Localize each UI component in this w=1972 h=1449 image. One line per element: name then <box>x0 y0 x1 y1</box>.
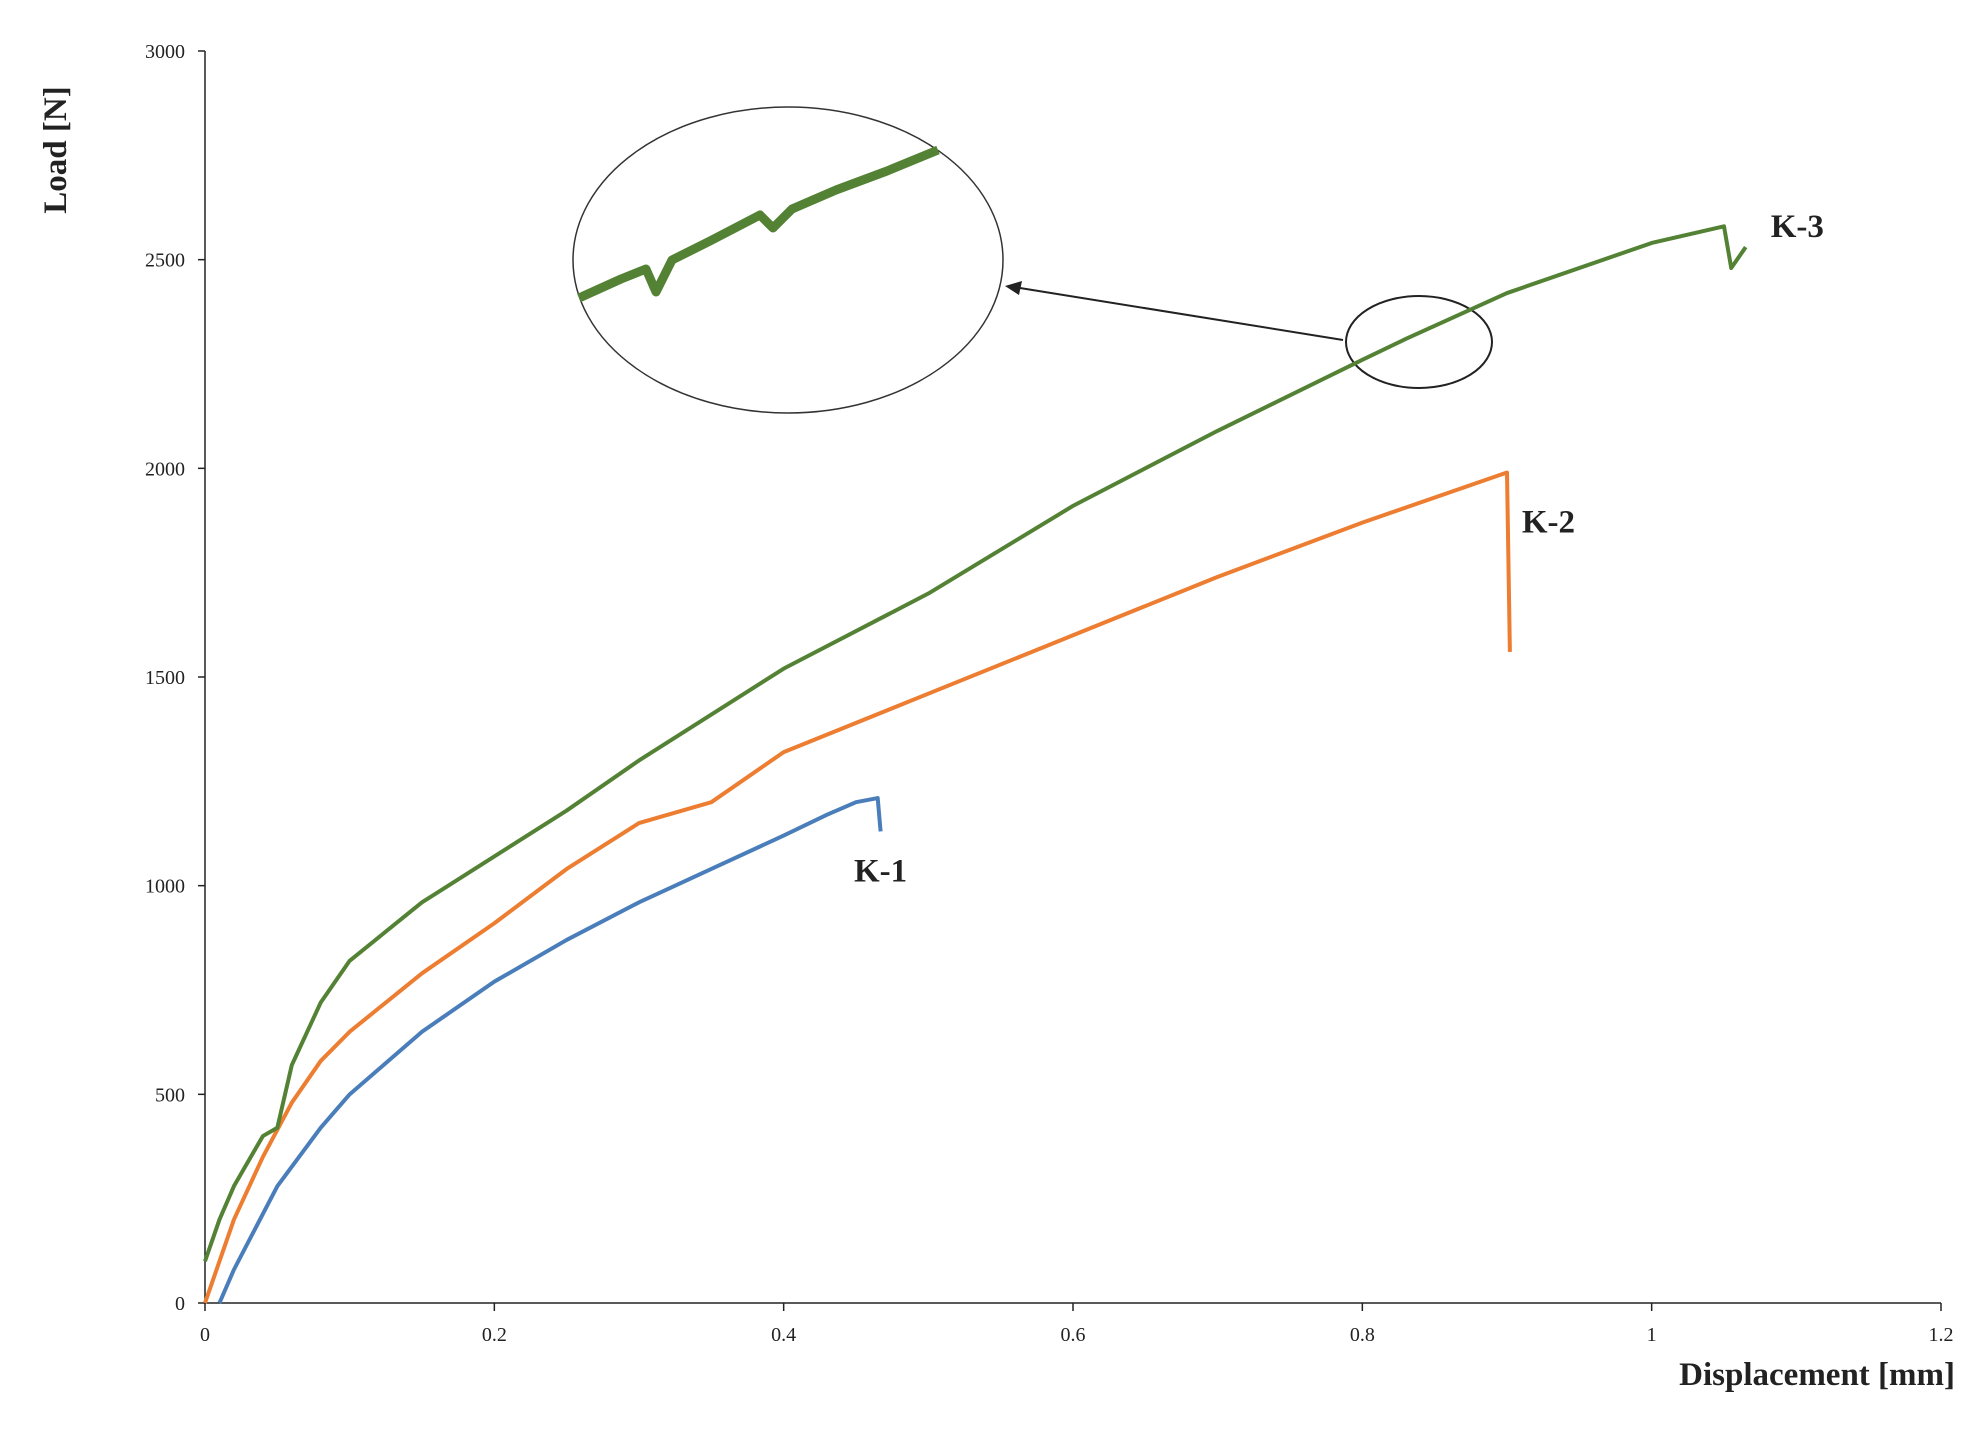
x-tick-label: 0.6 <box>1061 1324 1086 1346</box>
series-line <box>203 224 1748 1262</box>
x-tick-label: 0.2 <box>482 1324 507 1346</box>
y-axis-title: Load [N] <box>38 86 74 213</box>
series-label: K-1 <box>854 853 907 889</box>
focus-ellipse <box>1345 295 1493 389</box>
x-axis-title: Displacement [mm] <box>1679 1357 1955 1393</box>
y-tick-label: 3000 <box>145 41 185 63</box>
x-tick-label: 1 <box>1647 1324 1657 1346</box>
y-tick-label: 1000 <box>145 876 185 898</box>
x-tick-label: 0 <box>200 1324 210 1346</box>
inset-curve <box>577 145 940 303</box>
y-tick-label: 2500 <box>145 250 185 272</box>
x-tick-label: 0.8 <box>1350 1324 1375 1346</box>
series-line <box>203 470 1512 1304</box>
series-label: K-3 <box>1771 209 1824 245</box>
x-tick-label: 1.2 <box>1929 1324 1954 1346</box>
series-label: K-2 <box>1522 505 1575 541</box>
series-line <box>217 796 883 1304</box>
y-tick-label: 500 <box>155 1084 185 1106</box>
zoom-inset <box>572 106 1493 414</box>
y-tick-label: 1500 <box>145 667 185 689</box>
y-tick-label: 0 <box>175 1293 185 1315</box>
arrow-line <box>1019 287 1344 341</box>
x-tick-label: 0.4 <box>771 1324 796 1346</box>
inset-ellipse <box>572 106 1004 414</box>
y-tick-label: 2000 <box>145 458 185 480</box>
arrow-head <box>1005 281 1022 295</box>
